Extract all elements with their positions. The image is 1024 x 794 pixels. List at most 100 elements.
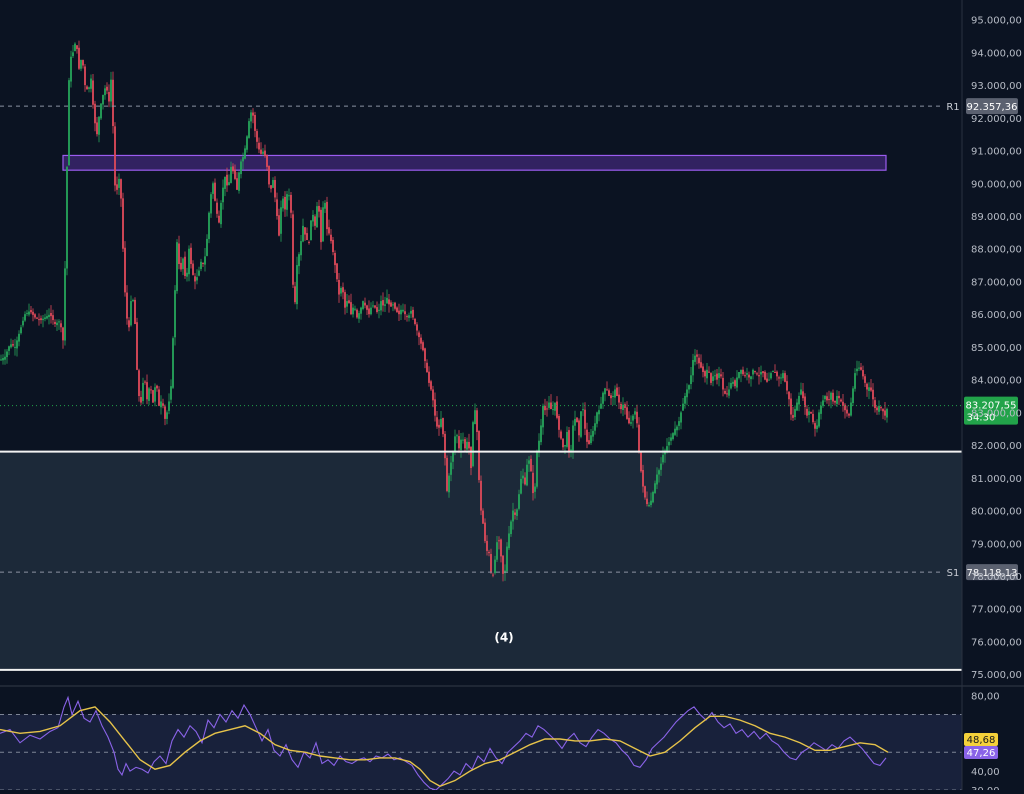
- candle[interactable]: [876, 407, 878, 411]
- candle[interactable]: [618, 394, 620, 403]
- candle[interactable]: [570, 449, 572, 451]
- candle[interactable]: [874, 400, 876, 408]
- candle[interactable]: [316, 206, 318, 228]
- candle[interactable]: [516, 509, 518, 516]
- candle[interactable]: [552, 409, 554, 411]
- candle[interactable]: [690, 375, 692, 385]
- candle[interactable]: [786, 381, 788, 391]
- candle[interactable]: [104, 88, 106, 96]
- candle[interactable]: [854, 373, 856, 389]
- candle[interactable]: [864, 376, 866, 383]
- candle[interactable]: [886, 408, 888, 418]
- candle[interactable]: [220, 202, 222, 225]
- candle[interactable]: [42, 318, 44, 321]
- candle[interactable]: [284, 196, 286, 210]
- candle[interactable]: [696, 354, 698, 357]
- candle[interactable]: [214, 182, 216, 201]
- candle[interactable]: [872, 389, 874, 400]
- candle[interactable]: [314, 216, 316, 226]
- candle[interactable]: [440, 418, 442, 427]
- candle[interactable]: [588, 440, 590, 444]
- candle[interactable]: [358, 313, 360, 319]
- candle[interactable]: [24, 314, 26, 321]
- candle[interactable]: [50, 312, 52, 317]
- candle[interactable]: [228, 182, 230, 186]
- candle[interactable]: [424, 348, 426, 362]
- candle[interactable]: [514, 512, 516, 515]
- candle[interactable]: [598, 410, 600, 415]
- candle[interactable]: [634, 411, 636, 415]
- candle[interactable]: [90, 78, 92, 89]
- candle[interactable]: [838, 395, 840, 399]
- candle[interactable]: [678, 421, 680, 426]
- candle[interactable]: [16, 340, 18, 349]
- candle[interactable]: [670, 437, 672, 441]
- candle[interactable]: [250, 112, 252, 122]
- candle[interactable]: [370, 307, 372, 315]
- candle[interactable]: [478, 430, 480, 480]
- candle[interactable]: [282, 198, 284, 209]
- candle[interactable]: [458, 436, 460, 449]
- candle[interactable]: [752, 369, 754, 375]
- candle[interactable]: [142, 382, 144, 401]
- candle[interactable]: [272, 180, 274, 188]
- candle[interactable]: [378, 309, 380, 311]
- candle[interactable]: [602, 392, 604, 404]
- candle[interactable]: [230, 166, 232, 183]
- candle[interactable]: [586, 429, 588, 442]
- candle[interactable]: [438, 424, 440, 428]
- candle[interactable]: [686, 389, 688, 398]
- candle[interactable]: [844, 404, 846, 411]
- candle[interactable]: [878, 405, 880, 412]
- candle[interactable]: [380, 301, 382, 311]
- candle[interactable]: [654, 483, 656, 494]
- candle[interactable]: [550, 402, 552, 410]
- candle[interactable]: [312, 214, 314, 222]
- candle[interactable]: [330, 234, 332, 242]
- candle[interactable]: [216, 202, 218, 214]
- candle[interactable]: [758, 375, 760, 377]
- candle[interactable]: [842, 401, 844, 406]
- candle[interactable]: [290, 194, 292, 213]
- candle[interactable]: [394, 302, 396, 309]
- candle[interactable]: [78, 47, 80, 69]
- candle[interactable]: [704, 371, 706, 377]
- candle[interactable]: [120, 179, 122, 199]
- candle[interactable]: [608, 390, 610, 396]
- candle[interactable]: [368, 308, 370, 315]
- candle[interactable]: [836, 396, 838, 404]
- candle[interactable]: [408, 315, 410, 318]
- candle[interactable]: [712, 376, 714, 382]
- candle[interactable]: [518, 494, 520, 509]
- candle[interactable]: [490, 554, 492, 573]
- candle[interactable]: [860, 367, 862, 370]
- candle[interactable]: [436, 417, 438, 427]
- candle[interactable]: [858, 367, 860, 369]
- price-pane[interactable]: R1 S1 (4): [0, 40, 962, 671]
- candle[interactable]: [616, 387, 618, 396]
- candle[interactable]: [830, 392, 832, 400]
- candle[interactable]: [212, 183, 214, 194]
- candle[interactable]: [404, 311, 406, 315]
- candle[interactable]: [162, 403, 164, 406]
- candle[interactable]: [806, 408, 808, 416]
- candle[interactable]: [784, 373, 786, 382]
- candle[interactable]: [88, 87, 90, 89]
- candle[interactable]: [564, 445, 566, 447]
- candle[interactable]: [348, 300, 350, 304]
- candle[interactable]: [44, 317, 46, 319]
- candle[interactable]: [572, 425, 574, 451]
- candle[interactable]: [522, 475, 524, 479]
- candle[interactable]: [96, 122, 98, 135]
- candle[interactable]: [422, 342, 424, 351]
- candle[interactable]: [710, 373, 712, 383]
- candle[interactable]: [334, 252, 336, 266]
- candle[interactable]: [734, 380, 736, 387]
- candle[interactable]: [748, 374, 750, 378]
- candle[interactable]: [54, 321, 56, 324]
- candle[interactable]: [494, 559, 496, 574]
- candle[interactable]: [146, 382, 148, 400]
- candle[interactable]: [398, 310, 400, 315]
- candle[interactable]: [576, 417, 578, 423]
- candle[interactable]: [288, 195, 290, 197]
